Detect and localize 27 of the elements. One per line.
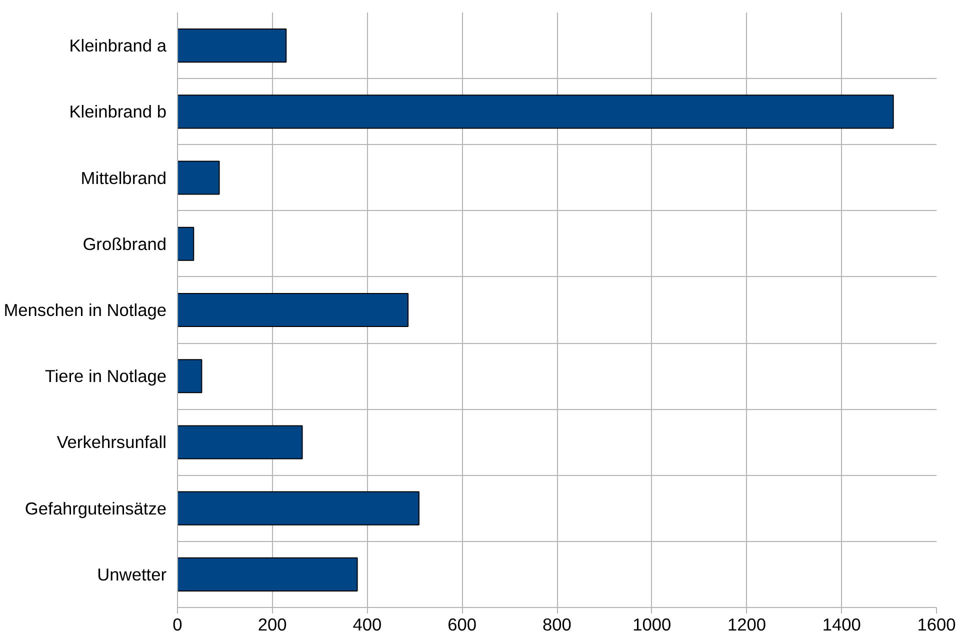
bar [178, 94, 894, 129]
y-tick-label: Großbrand [82, 234, 167, 254]
bar [178, 359, 202, 394]
bar [178, 425, 303, 460]
x-tick-label: 600 [448, 614, 477, 634]
y-tick-label: Mittelbrand [80, 168, 166, 188]
x-tick-label: 1200 [727, 614, 766, 634]
x-tick-label: 400 [352, 614, 382, 634]
x-tick-label: 1600 [917, 614, 956, 634]
y-tick-label: Gefahrguteinsätze [24, 498, 167, 518]
x-tick-label: 200 [258, 614, 287, 634]
y-tick-label: Tiere in Notlage [44, 366, 167, 386]
bar [178, 226, 194, 261]
bar [178, 292, 409, 328]
bar [178, 160, 220, 195]
bar [178, 557, 358, 592]
x-tick-label: 800 [542, 614, 572, 634]
bar [178, 491, 420, 526]
bar [178, 28, 287, 63]
x-tick-label: 0 [172, 614, 182, 634]
y-tick-label: Menschen in Notlage [4, 300, 167, 320]
y-tick-label: Verkehrsunfall [56, 432, 167, 452]
y-tick-label: Unwetter [97, 564, 167, 584]
y-tick-label: Kleinbrand a [69, 36, 167, 56]
y-tick-label: Kleinbrand b [69, 102, 167, 122]
x-tick-label: 1400 [822, 614, 861, 634]
x-tick-label: 1000 [632, 614, 672, 634]
